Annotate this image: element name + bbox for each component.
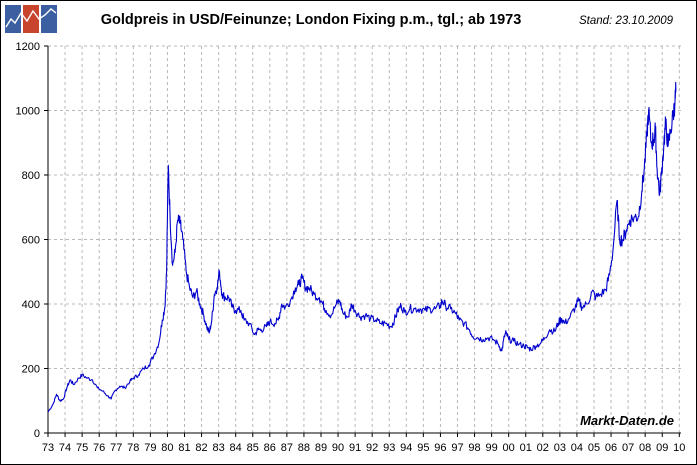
x-tick-label: 08 bbox=[639, 442, 651, 454]
x-tick-label: 03 bbox=[554, 442, 566, 454]
x-tick-label: 87 bbox=[281, 442, 293, 454]
x-tick-label: 95 bbox=[417, 442, 429, 454]
x-tick-label: 02 bbox=[537, 442, 549, 454]
x-tick-label: 97 bbox=[451, 442, 463, 454]
x-tick-label: 85 bbox=[247, 442, 259, 454]
x-tick-label: 93 bbox=[383, 442, 395, 454]
y-tick-label: 400 bbox=[22, 299, 40, 311]
x-tick-label: 74 bbox=[59, 442, 71, 454]
x-tick-label: 78 bbox=[127, 442, 139, 454]
x-tick-label: 00 bbox=[503, 442, 515, 454]
y-tick-label: 1000 bbox=[16, 106, 40, 118]
x-tick-label: 04 bbox=[571, 442, 583, 454]
x-tick-label: 06 bbox=[605, 442, 617, 454]
y-tick-label: 200 bbox=[22, 364, 40, 376]
x-tick-label: 77 bbox=[110, 442, 122, 454]
x-tick-label: 09 bbox=[656, 442, 668, 454]
x-tick-label: 90 bbox=[332, 442, 344, 454]
x-tick-label: 92 bbox=[366, 442, 378, 454]
market-chart-logo-icon bbox=[5, 5, 57, 33]
x-tick-label: 99 bbox=[485, 442, 497, 454]
x-tick-label: 79 bbox=[144, 442, 156, 454]
x-tick-label: 80 bbox=[161, 442, 173, 454]
x-tick-label: 76 bbox=[93, 442, 105, 454]
gold-price-line bbox=[47, 81, 677, 413]
x-tick-label: 86 bbox=[264, 442, 276, 454]
y-tick-label: 600 bbox=[22, 235, 40, 247]
x-tick-label: 98 bbox=[468, 442, 480, 454]
x-tick-label: 88 bbox=[298, 442, 310, 454]
x-tick-label: 75 bbox=[76, 442, 88, 454]
y-tick-label: 0 bbox=[34, 428, 40, 440]
x-tick-label: 82 bbox=[195, 442, 207, 454]
x-tick-label: 83 bbox=[212, 442, 224, 454]
x-tick-label: 05 bbox=[588, 442, 600, 454]
x-tick-label: 73 bbox=[42, 442, 54, 454]
x-tick-label: 84 bbox=[230, 442, 242, 454]
stand-date: Stand: 23.10.2009 bbox=[579, 15, 673, 27]
x-tick-label: 81 bbox=[178, 442, 190, 454]
watermark-text: Markt-Daten.de bbox=[580, 413, 674, 428]
y-tick-label: 800 bbox=[22, 170, 40, 182]
x-tick-label: 94 bbox=[400, 442, 412, 454]
chart-title: Goldpreis in USD/Feinunze; London Fixing… bbox=[100, 12, 522, 28]
y-tick-label: 1200 bbox=[16, 41, 40, 53]
x-tick-label: 10 bbox=[673, 442, 685, 454]
x-tick-label: 89 bbox=[315, 442, 327, 454]
x-tick-label: 01 bbox=[520, 442, 532, 454]
x-tick-label: 96 bbox=[434, 442, 446, 454]
x-tick-label: 91 bbox=[349, 442, 361, 454]
x-tick-label: 07 bbox=[622, 442, 634, 454]
